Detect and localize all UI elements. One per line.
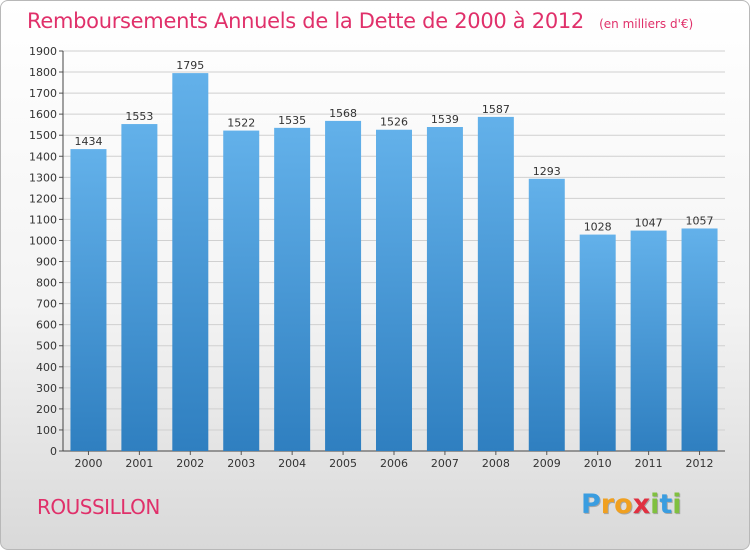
logo-letter: r: [600, 489, 615, 520]
bar-value-label: 1057: [686, 214, 714, 227]
x-tick-label: 2003: [227, 457, 255, 470]
y-tick-label: 800: [36, 277, 57, 290]
bar-2007: [426, 127, 463, 451]
bar-2012: [681, 228, 718, 451]
y-tick-label: 500: [36, 340, 57, 353]
bar-value-label: 1795: [176, 59, 204, 72]
bar-value-label: 1587: [482, 103, 510, 116]
unit-note: (en milliers d'€): [599, 17, 694, 31]
bar-value-label: 1526: [380, 116, 408, 129]
y-tick-label: 200: [36, 403, 57, 416]
x-tick-label: 2012: [686, 457, 714, 470]
x-tick-label: 2010: [584, 457, 612, 470]
x-tick-label: 2000: [74, 457, 102, 470]
y-tick-label: 1800: [29, 66, 57, 79]
bar-2002: [172, 73, 209, 452]
y-tick-label: 100: [36, 424, 57, 437]
x-tick-label: 2006: [380, 457, 408, 470]
bar-value-label: 1047: [635, 217, 663, 230]
y-tick-label: 1600: [29, 108, 57, 121]
x-tick-label: 2005: [329, 457, 357, 470]
bars: [70, 73, 718, 452]
bar-2003: [223, 130, 260, 451]
x-tick-label: 2002: [176, 457, 204, 470]
bar-value-label: 1028: [584, 221, 612, 234]
chart-title: Remboursements Annuels de la Dette de 20…: [27, 9, 584, 33]
y-tick-label: 900: [36, 256, 57, 269]
x-tick-label: 2004: [278, 457, 306, 470]
bar-2010: [579, 234, 616, 451]
y-tick-label: 1200: [29, 192, 57, 205]
y-tick-label: 1900: [29, 45, 57, 58]
proxiti-logo: Proxiti: [581, 489, 682, 520]
bar-2005: [325, 120, 362, 451]
logo-letter: t: [659, 489, 673, 520]
x-tick-label: 2001: [125, 457, 153, 470]
bar-2004: [274, 127, 311, 451]
bar-2008: [477, 116, 514, 451]
y-tick-label: 1100: [29, 213, 57, 226]
y-tick-label: 700: [36, 298, 57, 311]
y-tick-label: 300: [36, 382, 57, 395]
y-tick-label: 0: [50, 445, 57, 458]
labels: 0 100 200 300 400 500 600 700 800 900 1000 1100 1200…: [29, 45, 714, 470]
bar-value-label: 1553: [125, 110, 153, 123]
bar-value-label: 1522: [227, 117, 255, 130]
location-label: ROUSSILLON: [37, 495, 160, 519]
y-tick-label: 1400: [29, 150, 57, 163]
x-tick-label: 2011: [635, 457, 663, 470]
bar-value-label: 1293: [533, 165, 561, 178]
logo-letter: P: [581, 489, 601, 520]
logo-letter: x: [632, 489, 651, 520]
bar-2000: [70, 149, 107, 451]
x-tick-label: 2009: [533, 457, 561, 470]
bar-2011: [630, 230, 667, 451]
bar-value-label: 1434: [74, 135, 102, 148]
x-tick-label: 2007: [431, 457, 459, 470]
title-row: Remboursements Annuels de la Dette de 20…: [27, 9, 693, 33]
y-tick-label: 1000: [29, 234, 57, 247]
bar-2009: [528, 178, 565, 451]
bar-value-label: 1568: [329, 107, 357, 120]
bar-2006: [376, 129, 412, 451]
logo-letter: i: [650, 489, 660, 520]
y-tick-label: 400: [36, 361, 57, 374]
logo-letter: i: [672, 489, 682, 520]
y-tick-label: 600: [36, 319, 57, 332]
y-tick-label: 1700: [29, 87, 57, 100]
bar-2001: [121, 124, 158, 451]
x-tick-label: 2008: [482, 457, 510, 470]
bar-value-label: 1539: [431, 113, 459, 126]
logo-letter: o: [614, 489, 633, 520]
y-tick-label: 1500: [29, 129, 57, 142]
bar-value-label: 1535: [278, 114, 306, 127]
y-tick-label: 1300: [29, 171, 57, 184]
